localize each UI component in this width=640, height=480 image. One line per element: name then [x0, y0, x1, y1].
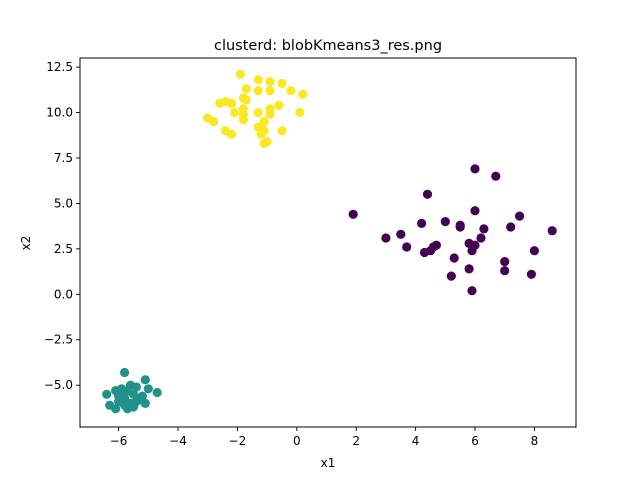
data-point-cluster-2-30: [226, 129, 237, 139]
x-tick-label-2: −2: [229, 434, 247, 448]
data-point-cluster-2-6: [265, 86, 275, 96]
data-point-cluster-0-25: [449, 253, 459, 263]
data-point-cluster-1-0: [120, 367, 130, 378]
y-tick-label-5: 7.5: [54, 151, 73, 165]
data-point-cluster-0-9: [455, 220, 465, 230]
data-point-cluster-2-31: [256, 129, 266, 139]
data-point-cluster-2-25: [238, 115, 248, 125]
data-point-cluster-0-21: [467, 246, 477, 256]
points-layer: [102, 69, 557, 414]
data-point-cluster-2-18: [253, 107, 263, 118]
data-point-cluster-0-5: [515, 211, 525, 221]
x-tick-label-3: 0: [293, 434, 301, 448]
x-tick-label-1: −4: [169, 434, 187, 448]
y-tick-label-1: −2.5: [44, 333, 73, 347]
data-point-cluster-0-0: [470, 164, 480, 174]
data-point-cluster-2-24: [259, 117, 269, 127]
data-point-cluster-2-10: [241, 95, 251, 105]
data-point-cluster-0-15: [476, 233, 486, 243]
data-point-cluster-1-24: [134, 395, 144, 405]
data-point-cluster-0-1: [491, 171, 501, 181]
data-point-cluster-0-4: [348, 209, 358, 219]
y-tick-label-0: −5.0: [44, 378, 73, 392]
data-point-cluster-1-21: [111, 404, 121, 414]
y-tick-label-3: 2.5: [54, 242, 73, 256]
data-point-cluster-2-17: [229, 107, 239, 118]
y-tick-label-4: 5.0: [54, 196, 73, 210]
data-point-cluster-2-14: [274, 100, 284, 110]
data-point-cluster-2-5: [253, 86, 263, 96]
data-point-cluster-2-3: [277, 78, 287, 88]
data-point-cluster-0-6: [440, 217, 450, 227]
data-point-cluster-2-7: [286, 86, 296, 96]
data-point-cluster-0-29: [446, 271, 456, 281]
data-point-cluster-2-1: [253, 75, 263, 85]
y-tick-label-6: 10.0: [46, 106, 73, 120]
x-tick-label-6: 6: [471, 434, 479, 448]
x-axis-ticks: −6 −4 −2 0 2 4 6 8: [110, 427, 538, 448]
data-point-cluster-0-22: [529, 246, 540, 256]
data-point-cluster-2-2: [265, 77, 275, 87]
data-point-cluster-0-28: [500, 266, 510, 276]
data-point-cluster-1-1: [140, 375, 150, 385]
data-point-cluster-2-21: [295, 107, 305, 118]
x-tick-label-7: 8: [531, 434, 539, 448]
data-point-cluster-2-29: [277, 126, 287, 136]
data-point-cluster-0-3: [470, 206, 480, 216]
data-point-cluster-1-23: [117, 384, 127, 394]
data-point-cluster-1-4: [131, 382, 141, 392]
y-axis-ticks: −5.0 −2.5 0.0 2.5 5.0 7.5 10.0 12.5: [44, 60, 80, 392]
data-point-cluster-1-8: [152, 387, 162, 398]
data-point-cluster-2-4: [241, 84, 251, 94]
data-point-cluster-2-12: [215, 98, 225, 108]
data-point-cluster-0-14: [381, 233, 391, 243]
data-point-cluster-0-13: [396, 229, 406, 239]
data-point-cluster-0-31: [467, 286, 477, 296]
y-tick-label-7: 12.5: [46, 60, 73, 74]
data-point-cluster-0-20: [402, 242, 412, 252]
chart-title: clusterd: blobKmeans3_res.png: [214, 38, 442, 54]
x-tick-label-0: −6: [110, 434, 128, 448]
data-point-cluster-1-22: [122, 404, 133, 414]
data-point-cluster-2-8: [298, 89, 308, 99]
data-point-cluster-1-11: [128, 389, 139, 399]
data-point-cluster-0-7: [417, 218, 427, 228]
data-point-cluster-0-27: [464, 264, 474, 274]
data-point-cluster-1-5: [143, 384, 153, 394]
data-point-cluster-0-24: [419, 247, 430, 258]
x-tick-label-5: 4: [412, 434, 420, 448]
y-axis-label: x2: [19, 236, 33, 251]
data-point-cluster-2-13: [226, 98, 237, 108]
data-point-cluster-0-11: [479, 224, 489, 234]
data-point-cluster-2-23: [209, 117, 219, 127]
data-point-cluster-1-10: [102, 389, 112, 399]
data-point-cluster-2-20: [265, 109, 275, 119]
x-axis-label: x1: [321, 456, 336, 470]
data-point-cluster-0-2: [422, 189, 433, 199]
data-point-cluster-0-30: [526, 269, 537, 279]
x-tick-label-4: 2: [352, 434, 360, 448]
y-tick-label-2: 0.0: [54, 287, 73, 301]
axes-frame: [79, 57, 577, 428]
data-point-cluster-2-0: [235, 69, 245, 79]
data-point-cluster-0-10: [506, 222, 516, 232]
data-point-cluster-0-26: [500, 257, 510, 267]
data-point-cluster-2-33: [259, 138, 269, 148]
data-point-cluster-0-12: [547, 226, 557, 236]
